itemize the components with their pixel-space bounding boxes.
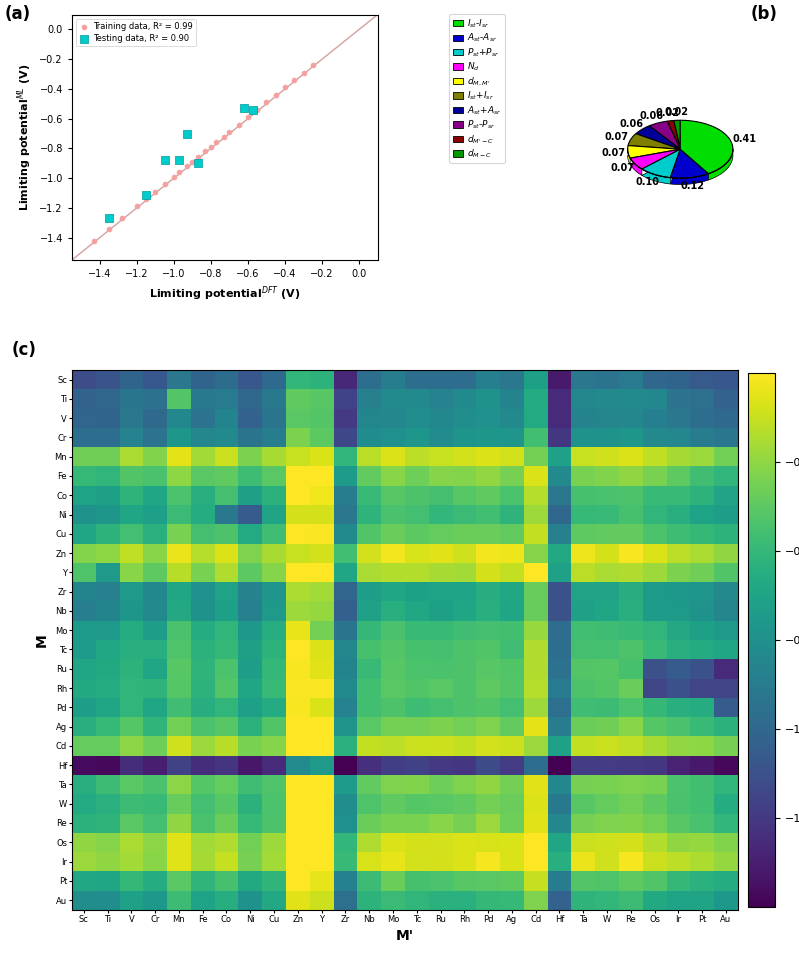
Y-axis label: M: M (35, 633, 49, 647)
Text: 0.07: 0.07 (601, 148, 625, 158)
Training data, R² = 0.99 (233, 117, 245, 132)
Polygon shape (667, 121, 680, 149)
Polygon shape (670, 149, 709, 185)
Training data, R² = 0.99 (158, 176, 171, 192)
Training data, R² = 0.99 (297, 65, 310, 81)
X-axis label: Limiting potential$^{DFT}$ (V): Limiting potential$^{DFT}$ (V) (149, 284, 300, 304)
Polygon shape (630, 149, 680, 169)
Polygon shape (680, 149, 733, 180)
Y-axis label: Limiting potential$^{ML}$ (V): Limiting potential$^{ML}$ (V) (15, 63, 34, 211)
Training data, R² = 0.99 (186, 154, 199, 169)
Training data, R² = 0.99 (102, 221, 115, 236)
Testing data, R² = 0.90 (181, 126, 193, 141)
Text: (b): (b) (750, 5, 777, 22)
Testing data, R² = 0.90 (173, 153, 185, 168)
Text: 0.02: 0.02 (664, 107, 688, 117)
Text: 0.41: 0.41 (733, 134, 757, 144)
Training data, R² = 0.99 (279, 80, 292, 95)
Training data, R² = 0.99 (205, 139, 217, 155)
Training data, R² = 0.99 (217, 128, 230, 144)
Training data, R² = 0.99 (173, 164, 185, 180)
Training data, R² = 0.99 (269, 88, 282, 103)
Testing data, R² = 0.90 (238, 100, 251, 116)
Text: 0.10: 0.10 (636, 177, 660, 187)
Training data, R² = 0.99 (241, 109, 254, 125)
Text: 0.06: 0.06 (619, 119, 643, 128)
Testing data, R² = 0.90 (158, 153, 171, 168)
Polygon shape (670, 149, 709, 178)
Polygon shape (628, 133, 680, 149)
Polygon shape (642, 149, 680, 184)
Text: (a): (a) (5, 5, 31, 22)
Training data, R² = 0.99 (306, 57, 319, 73)
Legend: $I_{st}$-$I_{sr}$, $A_{st}$-$A_{sr}$, $P_{st}$+$P_{sr}$, $N_d$, $d_{M,M'}$, $I_{: $I_{st}$-$I_{sr}$, $A_{st}$-$A_{sr}$, $P… (449, 15, 505, 163)
Text: 0.12: 0.12 (681, 181, 705, 191)
Training data, R² = 0.99 (223, 125, 236, 140)
Testing data, R² = 0.90 (102, 210, 115, 226)
Polygon shape (642, 149, 680, 178)
Training data, R² = 0.99 (199, 144, 212, 160)
Legend: Training data, R² = 0.99, Testing data, R² = 0.90: Training data, R² = 0.99, Testing data, … (76, 18, 196, 47)
Training data, R² = 0.99 (140, 192, 153, 207)
Text: 0.07: 0.07 (605, 131, 629, 142)
Polygon shape (627, 149, 680, 164)
Testing data, R² = 0.90 (247, 102, 260, 118)
Polygon shape (680, 121, 733, 173)
Training data, R² = 0.99 (116, 210, 129, 226)
Training data, R² = 0.99 (149, 184, 161, 199)
Polygon shape (650, 122, 680, 149)
Training data, R² = 0.99 (88, 233, 101, 248)
Polygon shape (630, 149, 680, 175)
Polygon shape (674, 121, 680, 149)
Training data, R² = 0.99 (288, 72, 300, 88)
Polygon shape (636, 126, 680, 149)
Testing data, R² = 0.90 (192, 156, 205, 171)
Training data, R² = 0.99 (210, 134, 223, 150)
Polygon shape (627, 146, 680, 159)
Training data, R² = 0.99 (260, 94, 272, 110)
Text: 0.06: 0.06 (639, 111, 663, 121)
Training data, R² = 0.99 (192, 150, 205, 165)
Training data, R² = 0.99 (181, 159, 193, 174)
X-axis label: M': M' (396, 929, 414, 943)
Testing data, R² = 0.90 (140, 187, 153, 202)
Text: 0.07: 0.07 (610, 163, 634, 173)
Training data, R² = 0.99 (168, 169, 181, 185)
Text: (c): (c) (12, 342, 37, 359)
Training data, R² = 0.99 (251, 102, 264, 118)
Text: 0.02: 0.02 (656, 108, 680, 118)
Training data, R² = 0.99 (130, 198, 143, 214)
